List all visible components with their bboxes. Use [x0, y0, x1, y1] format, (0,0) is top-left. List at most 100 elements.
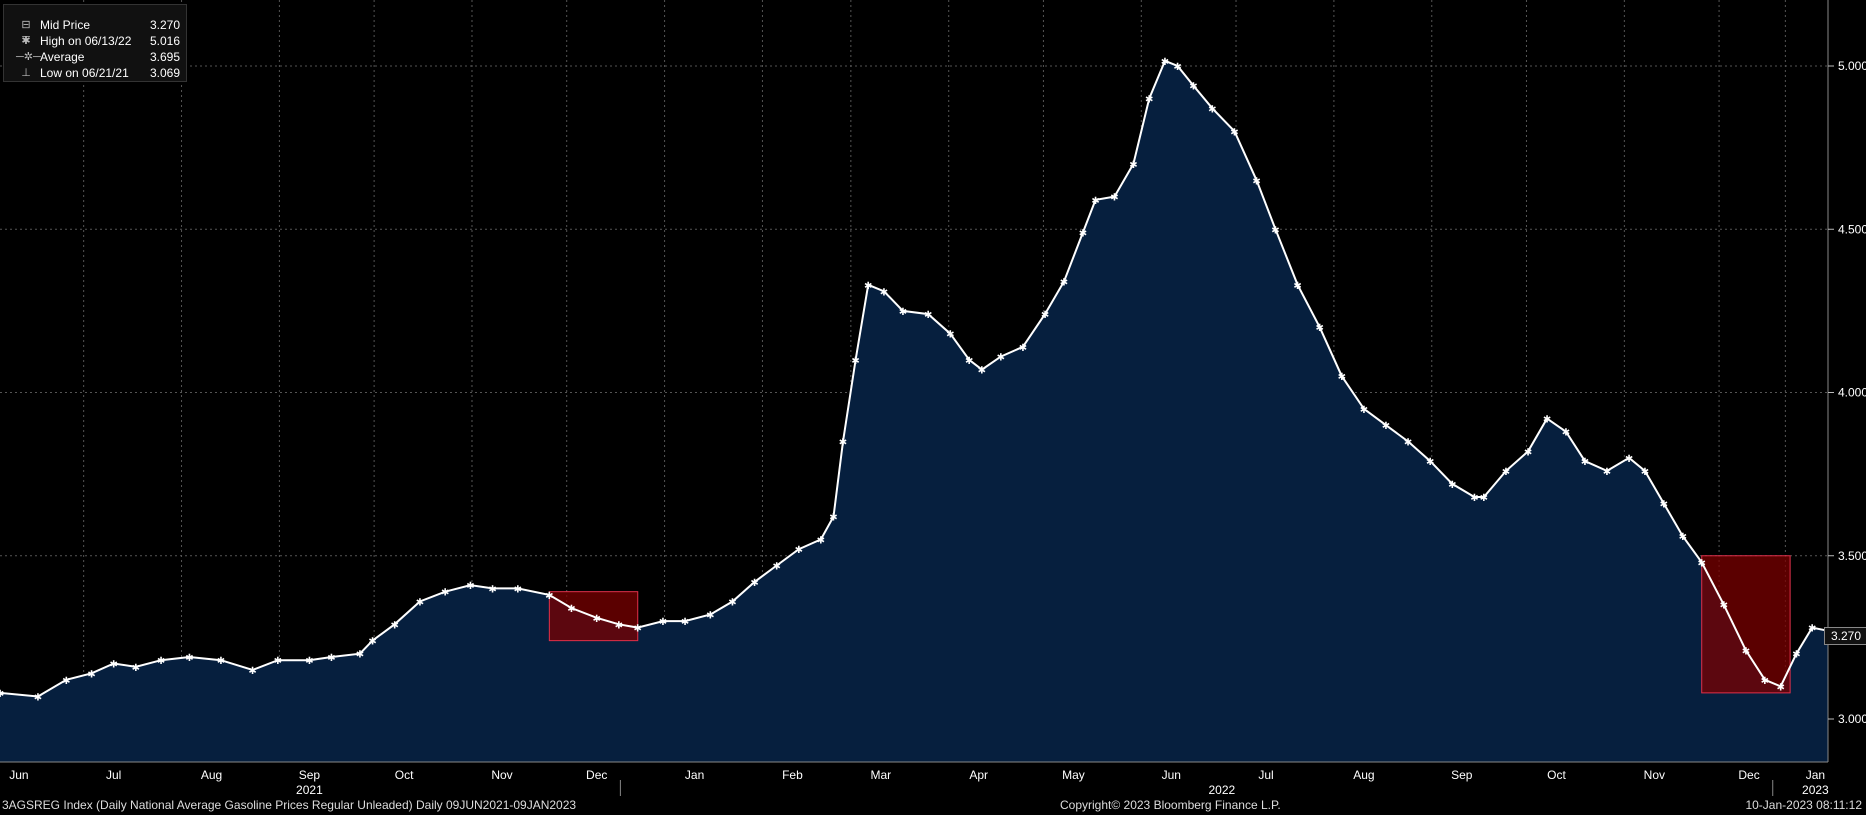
mid-price-line — [0, 59, 1829, 698]
x-month-label: Aug — [1353, 768, 1374, 782]
data-point-marker: ✱ — [978, 366, 986, 377]
data-point-marker: ✱ — [817, 535, 825, 546]
data-point-marker: ✱ — [1660, 500, 1668, 511]
legend-box: ⊟ ✱ Mid Price 3.270 ⊤ High on 06/13/22 5… — [3, 4, 187, 82]
data-point-marker: ✱ — [634, 624, 642, 635]
data-point-marker: ✱ — [924, 310, 932, 321]
mid-price-markers: ✱ ✱ ✱ ✱ ✱ ✱ ✱ ✱ ✱ ✱ ✱ ✱ ✱ ✱ ✱ ✱ ✱ ✱ ✱ ✱ ✱ ✱ ✱ ✱ ✱ ✱ ✱ ✱ ✱ ✱ ✱ ✱ ✱ ✱ ✱ ✱ ✱ ✱ ✱ ✱… — [0, 57, 1832, 704]
x-month-label: Aug — [201, 768, 222, 782]
x-month-label: Jul — [1258, 768, 1273, 782]
data-point-marker: ✱ — [772, 562, 780, 573]
data-point-marker: ✱ — [390, 620, 398, 631]
data-point-marker: ✱ — [1230, 127, 1238, 138]
x-month-label: Sep — [1451, 768, 1473, 782]
data-point-marker: ✱ — [1698, 558, 1706, 569]
legend-row-average: ─✲─ Average 3.695 — [14, 49, 186, 65]
x-month-label: Feb — [782, 768, 803, 782]
data-point-marker: ✱ — [1145, 95, 1153, 106]
data-point-marker: ✱ — [615, 620, 623, 631]
data-point-marker: ✱ — [1019, 343, 1027, 354]
data-point-marker: ✱ — [217, 656, 225, 667]
data-point-marker: ✱ — [706, 611, 714, 622]
data-point-marker: ✱ — [1173, 62, 1181, 73]
data-point-marker: ✱ — [1271, 225, 1279, 236]
data-point-marker: ✱ — [1720, 601, 1728, 612]
data-point-marker: ✱ — [441, 588, 449, 599]
x-month-label: Nov — [491, 768, 512, 782]
legend-label: Mid Price — [40, 18, 91, 32]
y-tick-label: 3.500 — [1838, 549, 1866, 563]
data-point-marker: ✱ — [1761, 676, 1769, 687]
data-point-marker: ✱ — [1792, 650, 1800, 661]
data-point-marker: ✱ — [62, 676, 70, 687]
footer-timestamp: 10-Jan-2023 08:11:12 — [1745, 798, 1862, 812]
data-point-marker: ✱ — [327, 653, 335, 664]
legend-row-high: ⊤ High on 06/13/22 5.016 — [14, 33, 186, 49]
data-point-marker: ✱ — [1426, 457, 1434, 468]
x-month-label: Oct — [395, 768, 414, 782]
low-marker-icon: ⊥ — [21, 67, 31, 79]
data-point-marker: ✱ — [1404, 437, 1412, 448]
data-point-marker: ✱ — [34, 692, 42, 703]
legend-label: High on 06/13/22 — [40, 34, 132, 48]
data-point-marker: ✱ — [899, 307, 907, 318]
data-point-marker: ✱ — [185, 653, 193, 664]
data-point-marker: ✱ — [1776, 682, 1784, 693]
data-point-marker: ✱ — [1742, 646, 1750, 657]
data-point-marker: ✱ — [1091, 196, 1099, 207]
high-marker-icon: ⊤ — [21, 35, 31, 47]
x-month-label: Dec — [586, 768, 607, 782]
data-point-marker: ✱ — [1470, 493, 1478, 504]
x-month-label: Oct — [1547, 768, 1566, 782]
data-point-marker: ✱ — [1502, 467, 1510, 478]
x-month-label: Dec — [1738, 768, 1759, 782]
data-point-marker: ✱ — [829, 513, 837, 524]
legend-row-mid-price: ⊟ ✱ Mid Price 3.270 — [14, 17, 186, 47]
y-tick-label: 4.500 — [1838, 222, 1866, 236]
x-month-label: Mar — [871, 768, 892, 782]
data-point-marker: ✱ — [1060, 277, 1068, 288]
highlight-region — [1701, 555, 1791, 694]
data-point-marker: ✱ — [514, 584, 522, 595]
data-point-marker: ✱ — [1110, 193, 1118, 204]
data-point-marker: ✱ — [1161, 57, 1169, 68]
data-point-marker: ✱ — [1316, 323, 1324, 334]
x-month-label: Jan — [685, 768, 704, 782]
data-point-marker: ✱ — [1293, 281, 1301, 292]
data-point-marker: ✱ — [681, 617, 689, 628]
data-point-marker: ✱ — [1382, 421, 1390, 432]
data-point-marker: ✱ — [1480, 493, 1488, 504]
data-point-marker: ✱ — [1360, 405, 1368, 416]
data-point-marker: ✱ — [1524, 447, 1532, 458]
x-year-label: 2023 — [1802, 783, 1829, 797]
data-point-marker: ✱ — [248, 666, 256, 677]
asterisk-marker-icon: ⊟ ✱ — [21, 19, 31, 47]
data-point-marker: ✱ — [109, 659, 117, 670]
data-point-marker: ✱ — [132, 663, 140, 674]
x-month-label: May — [1062, 768, 1085, 782]
data-point-marker: ✱ — [1543, 415, 1551, 426]
data-point-marker: ✱ — [545, 591, 553, 602]
data-point-marker: ✱ — [1338, 372, 1346, 383]
legend-value: 3.270 — [150, 18, 181, 32]
price-area-fill — [0, 60, 1828, 763]
x-month-label: Sep — [299, 768, 321, 782]
legend-label: Low on 06/21/21 — [40, 66, 129, 80]
data-point-marker: ✱ — [368, 637, 376, 648]
x-month-label: Jun — [1162, 768, 1181, 782]
data-point-marker: ✱ — [1581, 457, 1589, 468]
data-point-marker: ✱ — [87, 669, 95, 680]
x-axis-ticks: Jun Jul Aug Sep Oct Nov Dec Jan Feb Mar Apr May Jun J… — [9, 768, 1829, 797]
footer-index-description: 3AGSREG Index (Daily National Average Ga… — [2, 798, 577, 812]
data-point-marker: ✱ — [1562, 428, 1570, 439]
data-point-marker: ✱ — [1079, 229, 1087, 240]
footer-copyright: Copyright© 2023 Bloomberg Finance L.P. — [1060, 798, 1281, 812]
data-point-marker: ✱ — [356, 650, 364, 661]
data-point-marker: ✱ — [997, 353, 1005, 364]
data-point-marker: ✱ — [0, 689, 4, 700]
x-month-label: Jun — [9, 768, 28, 782]
data-point-marker: ✱ — [659, 617, 667, 628]
data-point-marker: ✱ — [488, 584, 496, 595]
data-point-marker: ✱ — [305, 656, 313, 667]
